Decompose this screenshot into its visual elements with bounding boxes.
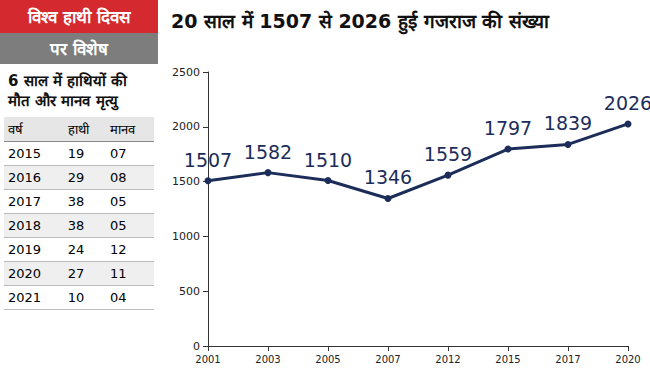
svg-text:2003: 2003 [255,354,280,365]
svg-text:2026: 2026 [604,92,650,114]
html-text:08: 08 [110,170,127,185]
html-text:वर्ष: वर्ष [8,122,23,137]
svg-text:1346: 1346 [364,166,412,188]
svg-text:1500: 1500 [172,175,200,188]
svg-text:0: 0 [193,340,200,353]
svg-text:2012: 2012 [435,354,460,365]
html-text:19: 19 [67,146,85,161]
html-text:पर विशेष: पर विशेष [50,39,108,59]
html-text:38: 38 [67,218,85,233]
svg-text:500: 500 [179,285,200,298]
html-text:38: 38 [67,194,85,209]
html-text:मानव: मानव [110,122,135,137]
html-text:11: 11 [110,266,127,281]
html-text:07: 07 [110,146,127,161]
html-text:विश्व हाथी दिवस: विश्व हाथी दिवस [28,7,130,27]
svg-text:2000: 2000 [172,120,200,133]
svg-text:2017: 2017 [555,354,580,365]
svg-text:2015: 2015 [495,354,520,365]
svg-text:1582: 1582 [244,141,292,163]
html-text:24: 24 [67,242,85,257]
html-text:04: 04 [110,290,127,305]
html-text:2016: 2016 [8,170,42,185]
html-text:29: 29 [67,170,85,185]
html-text:2020: 2020 [8,266,42,281]
svg-text:1797: 1797 [484,117,532,139]
html-text:2018: 2018 [8,218,42,233]
html-text:27: 27 [67,266,85,281]
svg-text:1507: 1507 [184,149,232,171]
svg-text:2020: 2020 [615,354,640,365]
svg-text:2001: 2001 [195,354,220,365]
svg-text:20 साल में 1507 से 2026 हुई गज: 20 साल में 1507 से 2026 हुई गजराज की संख… [171,10,550,35]
html-text:2021: 2021 [8,290,42,305]
html-text:2015: 2015 [8,146,42,161]
html-text:05: 05 [110,194,127,209]
html-text:2017: 2017 [8,194,42,209]
html-text:2019: 2019 [8,242,42,257]
html-text:10: 10 [67,290,85,305]
html-text:12: 12 [110,242,127,257]
svg-text:1559: 1559 [424,143,472,165]
html-text:6 साल में हाथियों की मौत और मा: 6 साल में हाथियों की मौत और मानव मृत्यु [8,72,128,110]
svg-text:1000: 1000 [172,230,200,243]
html-text:05: 05 [110,218,127,233]
svg-text:2500: 2500 [172,66,200,79]
svg-text:2007: 2007 [375,354,400,365]
svg-text:1510: 1510 [304,149,352,171]
html-text:हाथी: हाथी [67,122,89,137]
svg-text:1839: 1839 [544,112,592,134]
svg-text:2005: 2005 [315,354,340,365]
